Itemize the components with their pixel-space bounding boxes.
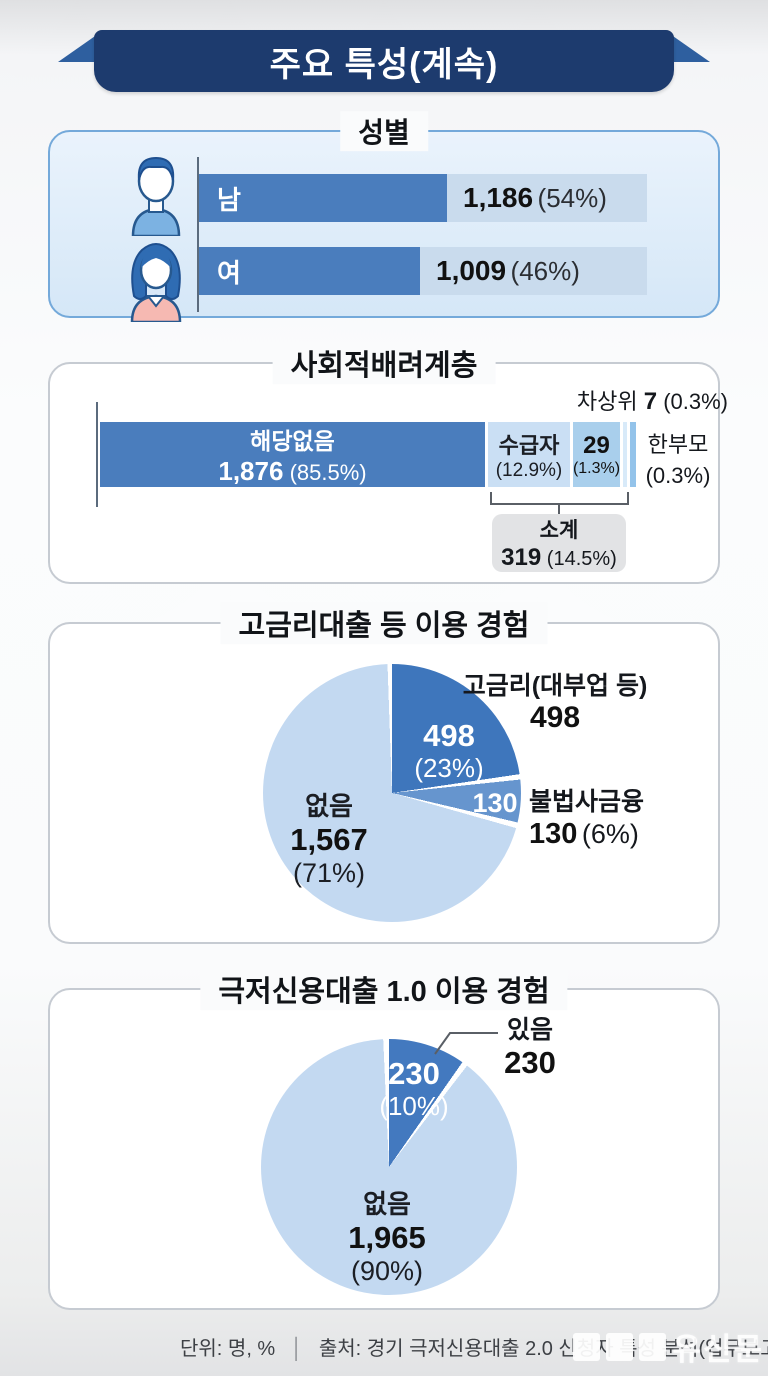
- gender-bar-female: 여 1,009 (46%): [199, 247, 647, 295]
- subtotal-bracket: [490, 492, 629, 505]
- segment-divider: [485, 422, 488, 487]
- social-above-label: 차상위 7 (0.3%): [576, 388, 728, 415]
- social-right-label: 한부모 (0.3%): [645, 432, 711, 488]
- social-segment-hanbumo: [630, 422, 636, 487]
- page-title: 주요 특성(계속): [94, 30, 674, 92]
- highloan-slice-illegal-label: 130: [472, 788, 518, 818]
- segment-divider: [627, 422, 630, 487]
- loan10-section-title: 극저신용대출 1.0 이용 경험: [200, 968, 568, 1011]
- social-segment-recipient: 수급자 (12.9%): [488, 422, 570, 487]
- loan10-none-label: 없음 1,965 (90%): [348, 1189, 426, 1286]
- highloan-callout-high: 고금리(대부업 등) 498: [462, 672, 648, 734]
- watermark-glyph: [639, 1332, 667, 1361]
- highloan-section-title: 고금리대출 등 이용 경험: [220, 602, 548, 645]
- loan10-section: 극저신용대출 1.0 이용 경험 230 (10%) 있음 230 없음 1,9…: [48, 968, 720, 1310]
- social-stacked-bar: 해당없음 1,876 (85.5%) 수급자 (12.9%) 29 (1.3%): [100, 422, 636, 487]
- subtotal-bracket-stem: [558, 505, 560, 514]
- watermark-glyph: [573, 1332, 601, 1361]
- subtotal-box: 소계 319 (14.5%): [492, 514, 626, 572]
- social-section: 사회적배려계층 차상위 7 (0.3%) 해당없음 1,876 (85.5%) …: [48, 342, 728, 584]
- gender-bar-female-fill: 여: [199, 247, 420, 295]
- gender-bar-male-fill: 남: [199, 174, 447, 222]
- highloan-callout-illegal: 불법사금융 130 (6%): [529, 788, 645, 850]
- watermark-glyph: [606, 1332, 634, 1361]
- gender-axis-line: [197, 157, 199, 312]
- watermark-text: 유신문: [672, 1332, 764, 1367]
- gender-bar-male-label: 남: [217, 184, 241, 215]
- segment-divider: [570, 422, 573, 487]
- highloan-pie-chart: [263, 664, 521, 922]
- page-title-text: 주요 특성(계속): [269, 45, 499, 84]
- gender-bar-male: 남 1,186 (54%): [199, 174, 647, 222]
- female-avatar-icon: [130, 243, 182, 322]
- social-segment-chasangwi: [623, 422, 627, 487]
- segment-divider: [620, 422, 623, 487]
- social-section-title: 사회적배려계층: [272, 342, 496, 385]
- highloan-slice-high-label: 498 (23%): [414, 718, 484, 783]
- highloan-none-label: 없음 1,567 (71%): [290, 791, 368, 888]
- gender-bar-female-label: 여: [217, 257, 241, 288]
- social-axis-line: [96, 402, 98, 507]
- ribbon-fold-left: [58, 34, 98, 62]
- social-segment-29: 29 (1.3%): [573, 422, 620, 487]
- social-segment-none: 해당없음 1,876 (85.5%): [100, 422, 485, 487]
- loan10-slice-yes-label: 230 (10%): [379, 1056, 449, 1121]
- loan10-pie-chart: [261, 1039, 517, 1295]
- loan10-callout-line: [434, 1032, 498, 1055]
- press-watermark: 유신문: [573, 1324, 764, 1369]
- gender-section: 성별 남 1,186 (54%) 여 1,009 (46%): [48, 111, 720, 322]
- footer-separator: │: [290, 1338, 304, 1360]
- loan10-callout-yes: 있음 230: [504, 1016, 556, 1080]
- gender-section-title: 성별: [340, 111, 428, 152]
- gender-bar-female-value: 1,009 (46%): [436, 255, 580, 286]
- male-avatar-icon: [131, 156, 181, 236]
- gender-bar-male-value: 1,186 (54%): [463, 182, 607, 213]
- highloan-section: 고금리대출 등 이용 경험 498 (23%) 130 없음 1,567 (71…: [48, 602, 720, 944]
- footer-unit: 단위: 명, %: [180, 1338, 276, 1360]
- ribbon-fold-right: [670, 34, 710, 62]
